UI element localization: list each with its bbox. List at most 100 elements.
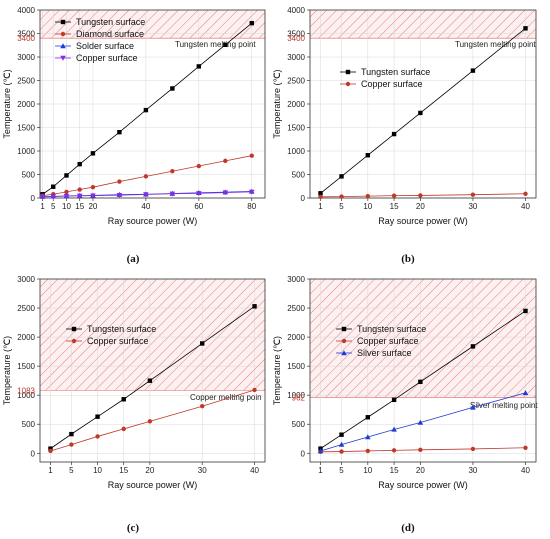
- data-point: [523, 191, 528, 196]
- legend-entry: Copper surface: [361, 79, 423, 89]
- x-axis-label: Ray source power (W): [378, 216, 468, 226]
- y-tick-label: 3000: [287, 275, 305, 284]
- y-tick-label: 500: [22, 171, 36, 180]
- chart-panel: 1 5 10 15 20 40 60 80 0 500 1000 1500 2000 2500 3000 35…: [2, 6, 266, 265]
- y-tick-label: 1500: [17, 124, 35, 133]
- plot-frame: [39, 278, 266, 463]
- data-point: [523, 445, 528, 450]
- x-tick-label: 30: [468, 202, 477, 211]
- x-tick-label: 15: [75, 202, 84, 211]
- legend-entry: Copper surface: [87, 336, 149, 346]
- panel-label: (a): [127, 253, 140, 265]
- x-tick-label: 40: [521, 202, 530, 211]
- melting-point-note: Tungsten melting point: [175, 40, 256, 49]
- plot-frame: [309, 278, 537, 463]
- data-point: [318, 191, 323, 196]
- y-tick-label: 2500: [17, 304, 35, 313]
- legend-entry: Copper surface: [357, 336, 419, 346]
- legend-entry: Solder surface: [76, 41, 134, 51]
- data-point: [418, 110, 423, 116]
- x-tick-label: 15: [390, 202, 399, 211]
- data-point: [470, 192, 476, 197]
- y-axis-label: Temperature (℃): [272, 69, 282, 138]
- legend-entry: Tungsten surface: [357, 324, 426, 334]
- data-point: [523, 26, 528, 31]
- y-tick-label: 4000: [287, 6, 305, 15]
- y-tick-label: 1000: [287, 391, 305, 400]
- panel-label: (c): [127, 522, 140, 534]
- melting-point-note: Silver melting point: [470, 401, 538, 410]
- legend-entry: Tungsten surface: [361, 67, 430, 77]
- data-point: [391, 448, 397, 453]
- data-point: [64, 189, 69, 195]
- x-tick-label: 1: [40, 202, 45, 211]
- data-point: [418, 193, 423, 198]
- y-tick-label: 0: [31, 449, 36, 458]
- x-tick-label: 40: [141, 202, 150, 211]
- data-point: [365, 448, 371, 454]
- data-point: [248, 189, 255, 195]
- data-point: [39, 194, 46, 200]
- data-point: [365, 415, 371, 420]
- y-tick-label: 2000: [17, 100, 35, 109]
- data-point: [48, 446, 53, 451]
- y-tick-label: 500: [292, 171, 306, 180]
- data-point: [318, 194, 323, 200]
- data-point: [147, 419, 153, 424]
- y-tick-label: 3000: [287, 53, 305, 62]
- data-point: [470, 446, 476, 452]
- y-tick-label: 0: [31, 194, 36, 203]
- data-point: [95, 414, 100, 419]
- legend-marker: [60, 19, 66, 25]
- data-point: [200, 404, 205, 409]
- y-tick-label: 3500: [287, 30, 305, 39]
- chart-panel: 1 5 10 15 20 30 40050010001500200025003000962S…: [272, 275, 538, 534]
- data-point: [339, 432, 344, 437]
- chart-panel: 1 5 10 15 20 30 400500100015002000250030001083…: [2, 275, 266, 534]
- y-tick-label: 500: [292, 420, 306, 429]
- legend-marker: [345, 69, 351, 75]
- x-tick-label: 10: [93, 466, 102, 475]
- x-axis-label: Ray source power (W): [108, 480, 198, 490]
- data-point: [391, 426, 397, 432]
- data-point: [391, 193, 397, 198]
- panel-label: (d): [401, 522, 415, 534]
- data-point: [170, 169, 175, 174]
- data-point: [90, 184, 96, 190]
- data-point: [143, 107, 149, 113]
- series-line: [50, 389, 255, 452]
- data-point: [64, 173, 69, 178]
- legend-marker: [341, 338, 347, 344]
- data-point: [196, 191, 202, 197]
- legend-entry: Silver surface: [357, 348, 412, 358]
- data-point: [200, 341, 205, 346]
- data-point: [169, 191, 176, 197]
- y-tick-label: 3000: [17, 53, 35, 62]
- data-point: [470, 68, 476, 73]
- data-point: [51, 184, 56, 189]
- data-point: [143, 192, 149, 198]
- legend-marker: [60, 43, 66, 49]
- data-point: [365, 434, 371, 440]
- data-point: [222, 190, 229, 196]
- x-tick-label: 20: [145, 466, 154, 475]
- x-tick-label: 10: [62, 202, 71, 211]
- y-tick-label: 2500: [287, 77, 305, 86]
- data-point: [339, 449, 344, 454]
- x-tick-label: 40: [521, 466, 530, 475]
- x-tick-label: 20: [416, 466, 425, 475]
- y-tick-label: 1000: [17, 391, 35, 400]
- data-point: [50, 194, 57, 200]
- x-tick-label: 30: [198, 466, 207, 475]
- x-tick-label: 5: [51, 202, 56, 211]
- data-point: [339, 194, 344, 199]
- data-point: [223, 42, 228, 47]
- data-point: [63, 193, 70, 199]
- data-point: [338, 441, 345, 447]
- data-point: [95, 434, 100, 439]
- x-tick-label: 10: [363, 466, 372, 475]
- data-point: [196, 163, 202, 169]
- data-point: [317, 448, 324, 454]
- y-axis-label: Temperature (℃): [272, 336, 282, 405]
